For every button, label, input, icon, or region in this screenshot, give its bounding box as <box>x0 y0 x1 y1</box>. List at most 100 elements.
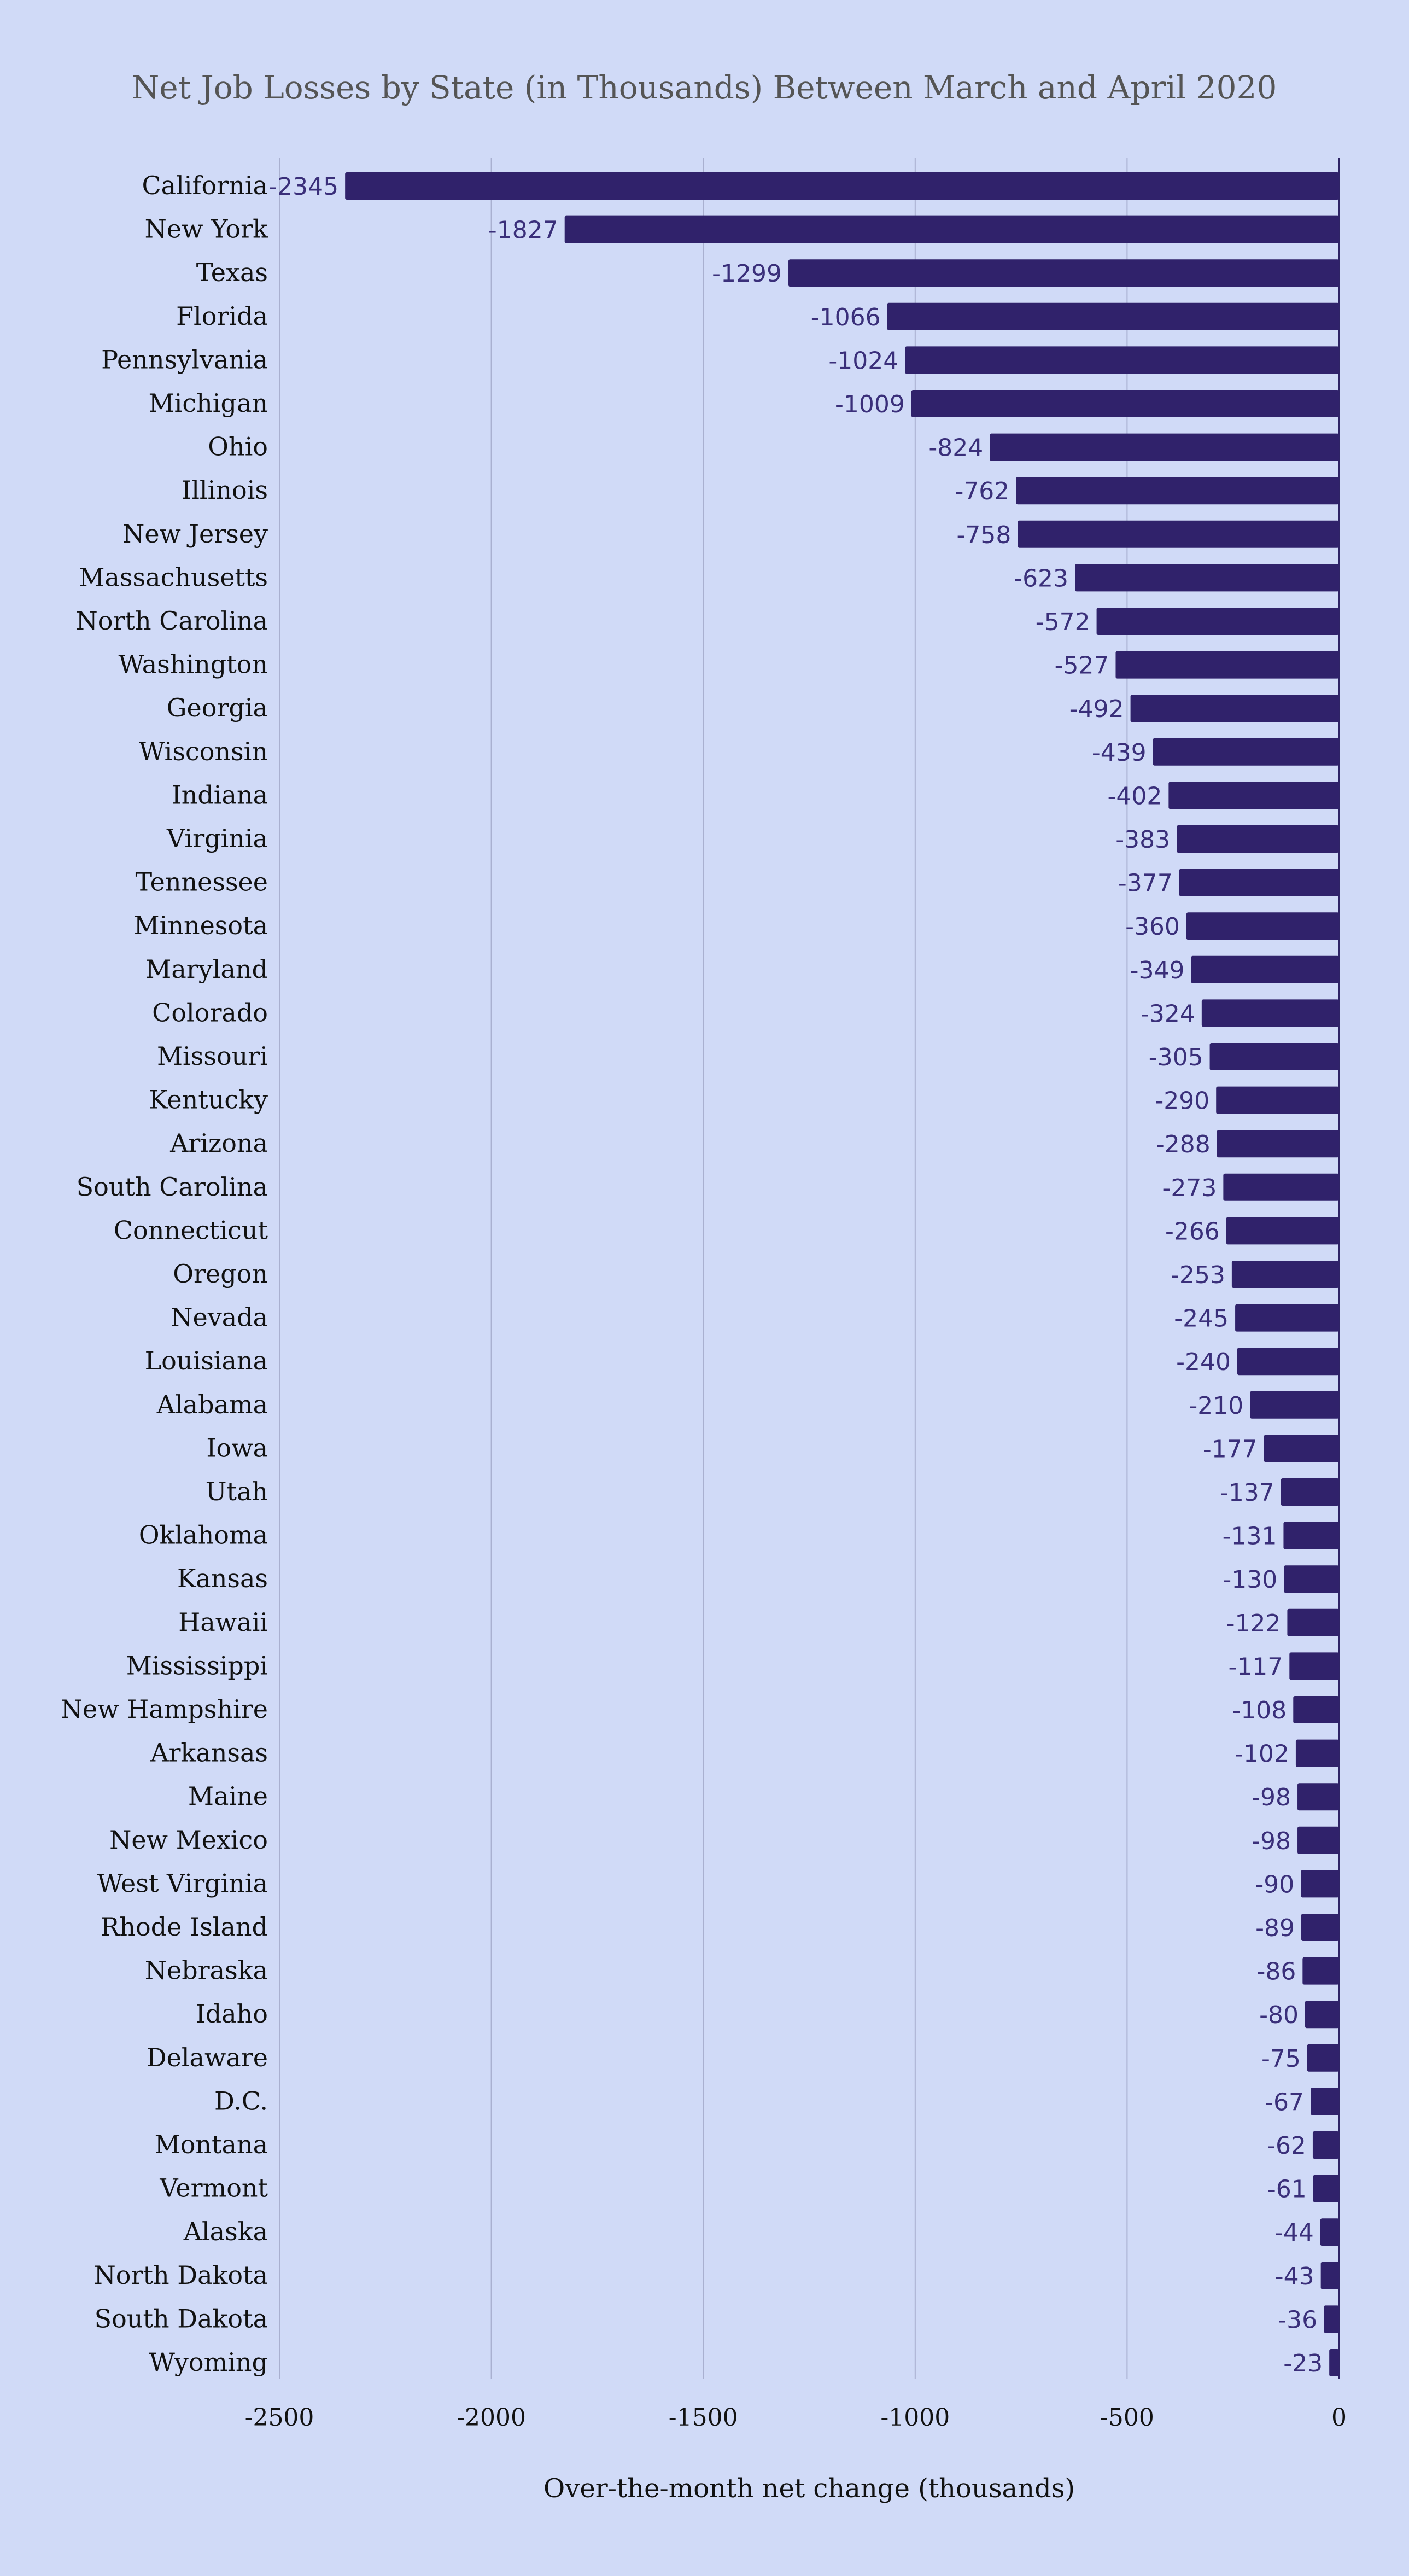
bar <box>1302 1957 1339 1985</box>
category-label: California <box>142 171 268 200</box>
category-label: Georgia <box>167 693 268 722</box>
category-label: Michigan <box>149 388 268 418</box>
data-label: -98 <box>1252 1827 1291 1855</box>
bar <box>1075 564 1339 592</box>
data-label: -253 <box>1171 1261 1225 1289</box>
category-label: Florida <box>176 301 268 331</box>
data-label: -1066 <box>811 304 881 331</box>
data-label: -273 <box>1162 1174 1217 1202</box>
data-label: -43 <box>1275 2263 1314 2291</box>
bar <box>1313 2175 1339 2202</box>
data-label: -210 <box>1189 1392 1243 1420</box>
data-label: -758 <box>957 521 1012 549</box>
category-label: Mississippi <box>126 1651 268 1680</box>
data-label: -2345 <box>268 173 338 201</box>
data-label: -240 <box>1176 1348 1231 1376</box>
bar <box>1305 2001 1339 2029</box>
x-tick-label: -1000 <box>880 2404 950 2432</box>
bar <box>1320 2262 1339 2289</box>
category-label: Colorado <box>152 998 268 1027</box>
bar <box>887 302 1339 330</box>
category-label: New York <box>145 214 269 244</box>
data-label: -1009 <box>835 391 905 418</box>
data-label: -383 <box>1115 826 1170 854</box>
category-label: North Dakota <box>94 2260 268 2290</box>
data-label: -1827 <box>488 217 558 244</box>
data-label: -67 <box>1265 2088 1304 2116</box>
category-label: Louisiana <box>145 1346 268 1376</box>
category-label: Delaware <box>147 2043 268 2072</box>
data-label: -122 <box>1226 1610 1281 1637</box>
data-label: -90 <box>1255 1870 1294 1898</box>
data-label: -492 <box>1069 695 1124 723</box>
bar <box>1293 1696 1339 1723</box>
category-label: Pennsylvania <box>101 345 268 374</box>
bar <box>1287 1608 1339 1636</box>
data-label: -117 <box>1228 1653 1283 1681</box>
bar <box>1281 1478 1339 1506</box>
bar <box>1283 1522 1339 1549</box>
category-label: Ohio <box>208 432 268 462</box>
bar <box>1297 1826 1339 1854</box>
bar <box>1329 2349 1339 2376</box>
category-label: Oregon <box>173 1259 268 1289</box>
data-label: -23 <box>1283 2350 1323 2377</box>
category-label: North Carolina <box>76 606 268 636</box>
bar <box>1216 1086 1339 1114</box>
category-label: Maine <box>188 1781 268 1811</box>
category-label: Wyoming <box>149 2347 268 2377</box>
bar <box>1264 1435 1339 1462</box>
bar <box>1096 608 1339 635</box>
category-label: Wisconsin <box>139 737 268 766</box>
category-labels: California New York Texas Florida Pennsylvan… <box>61 171 268 2377</box>
bar <box>1226 1217 1339 1245</box>
data-label: -80 <box>1259 2001 1299 2029</box>
chart-title: Net Job Losses by State (in Thousands) B… <box>132 69 1277 106</box>
category-label: Connecticut <box>114 1215 268 1245</box>
x-axis-ticks: -2500 -2000 -1500 -1000 -500 0 <box>245 2404 1347 2432</box>
category-label: Missouri <box>157 1041 268 1071</box>
data-label: -324 <box>1141 1000 1195 1028</box>
bar <box>1311 2088 1339 2115</box>
data-label: -36 <box>1278 2306 1317 2334</box>
category-label: Alaska <box>183 2217 268 2246</box>
data-label: -245 <box>1174 1305 1229 1333</box>
bar <box>911 390 1339 417</box>
category-label: Massachusetts <box>79 562 268 592</box>
data-label: -360 <box>1125 913 1180 941</box>
bar <box>1201 999 1339 1027</box>
bar <box>1177 825 1339 853</box>
data-label: -98 <box>1252 1784 1291 1811</box>
bar <box>1237 1348 1339 1376</box>
category-label: Hawaii <box>178 1607 268 1637</box>
bar <box>1284 1565 1339 1593</box>
bar <box>1223 1173 1339 1201</box>
data-label: -62 <box>1267 2132 1306 2160</box>
value-labels: -2345 -1827 -1299 -1066 -1024 -1009 -824 -762 -7… <box>268 173 1323 2377</box>
bar <box>788 259 1339 287</box>
bar <box>1320 2218 1339 2246</box>
data-label: -1024 <box>828 347 898 375</box>
bar <box>1301 1870 1339 1898</box>
bar <box>1295 1739 1339 1767</box>
bar <box>1130 695 1339 722</box>
bar <box>1289 1652 1339 1680</box>
bar <box>1179 869 1339 896</box>
data-label: -290 <box>1155 1087 1209 1115</box>
category-label: Nebraska <box>145 1956 268 1985</box>
category-label: Texas <box>196 258 268 287</box>
data-label: -89 <box>1255 1914 1295 1942</box>
category-label: Montana <box>155 2130 268 2159</box>
data-label: -402 <box>1108 782 1162 810</box>
x-axis-title: Over-the-month net change (thousands) <box>543 2473 1075 2504</box>
category-label: Washington <box>118 650 268 679</box>
category-label: Utah <box>206 1477 268 1506</box>
category-label: New Mexico <box>109 1825 268 1855</box>
bar <box>1312 2131 1339 2159</box>
data-label: -288 <box>1156 1130 1211 1158</box>
x-tick-label: -1500 <box>669 2404 738 2432</box>
bar <box>1186 912 1339 940</box>
data-label: -177 <box>1203 1435 1258 1463</box>
data-label: -527 <box>1055 652 1109 680</box>
